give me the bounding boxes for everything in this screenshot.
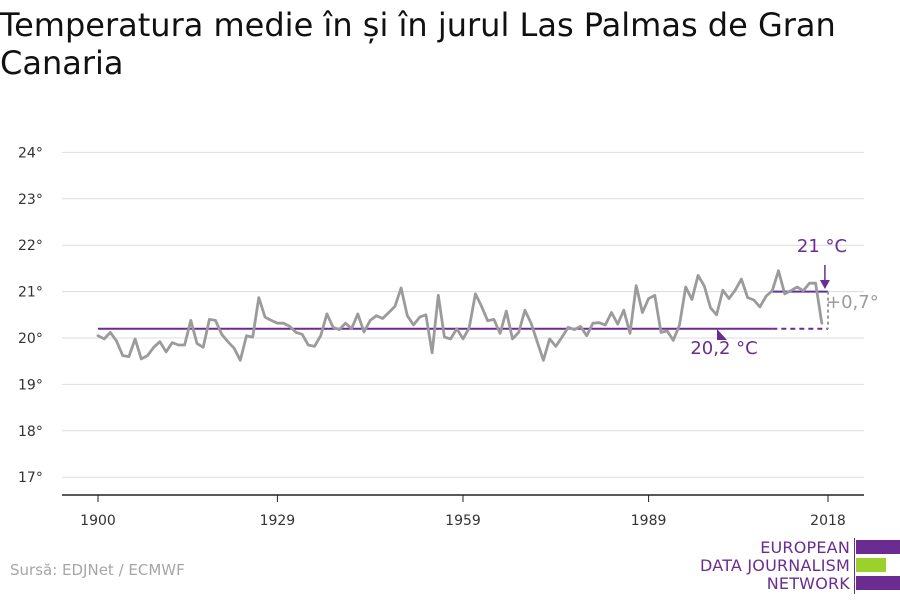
- logo-line-1: EUROPEAN: [760, 538, 850, 557]
- annotations: 21 °C 20,2 °C +0,7°: [690, 236, 878, 359]
- x-tick-label-1989: 1989: [631, 513, 667, 529]
- grid-lines: [62, 151, 864, 478]
- y-tick-label-18: 18°: [18, 424, 43, 440]
- x-tick-label-2018: 2018: [810, 513, 846, 529]
- recent-average-label: 21 °C: [797, 236, 847, 257]
- logo-bar-green: [856, 558, 886, 572]
- source-note: Sursă: EDJNet / ECMWF: [10, 561, 185, 579]
- logo-bar-top: [856, 540, 900, 554]
- edjnet-logo: EUROPEAN DATA JOURNALISM NETWORK: [700, 538, 900, 594]
- y-tick-label-19: 19°: [18, 377, 43, 393]
- y-tick-label-22: 22°: [18, 238, 43, 254]
- y-tick-label-24: 24°: [18, 145, 43, 161]
- difference-label: +0,7°: [826, 292, 879, 313]
- logo-line-3: NETWORK: [766, 574, 850, 593]
- x-tick-label-1959: 1959: [445, 513, 481, 529]
- x-tick-label-1929: 1929: [260, 513, 296, 529]
- logo-bar-bottom: [856, 576, 900, 590]
- y-tick-label-21: 21°: [18, 285, 43, 301]
- baseline-average-label: 20,2 °C: [690, 338, 757, 359]
- recent-arrow-head: [819, 280, 830, 289]
- series-group: [96, 269, 824, 362]
- series-line-0: [96, 269, 824, 362]
- logo-bar-middle: [856, 558, 900, 572]
- y-tick-label-20: 20°: [18, 331, 43, 347]
- y-tick-label-23: 23°: [18, 192, 43, 208]
- temperature-chart: 17° 18° 19° 20° 21° 22° 23° 24° 1900 1929 1959 198…: [18, 145, 879, 529]
- y-tick-label-17: 17°: [18, 470, 43, 486]
- x-axis: 1900 1929 1959 1989 2018: [62, 494, 864, 529]
- y-axis-ticks: 17° 18° 19° 20° 21° 22° 23° 24°: [18, 145, 43, 486]
- logo-line-2: DATA JOURNALISM: [700, 556, 850, 575]
- baseline-arrow-head: [717, 329, 727, 340]
- logo-divider: [854, 538, 855, 594]
- x-tick-label-1900: 1900: [80, 513, 116, 529]
- chart-title: Temperatura medie în și în jurul Las Pal…: [0, 6, 836, 82]
